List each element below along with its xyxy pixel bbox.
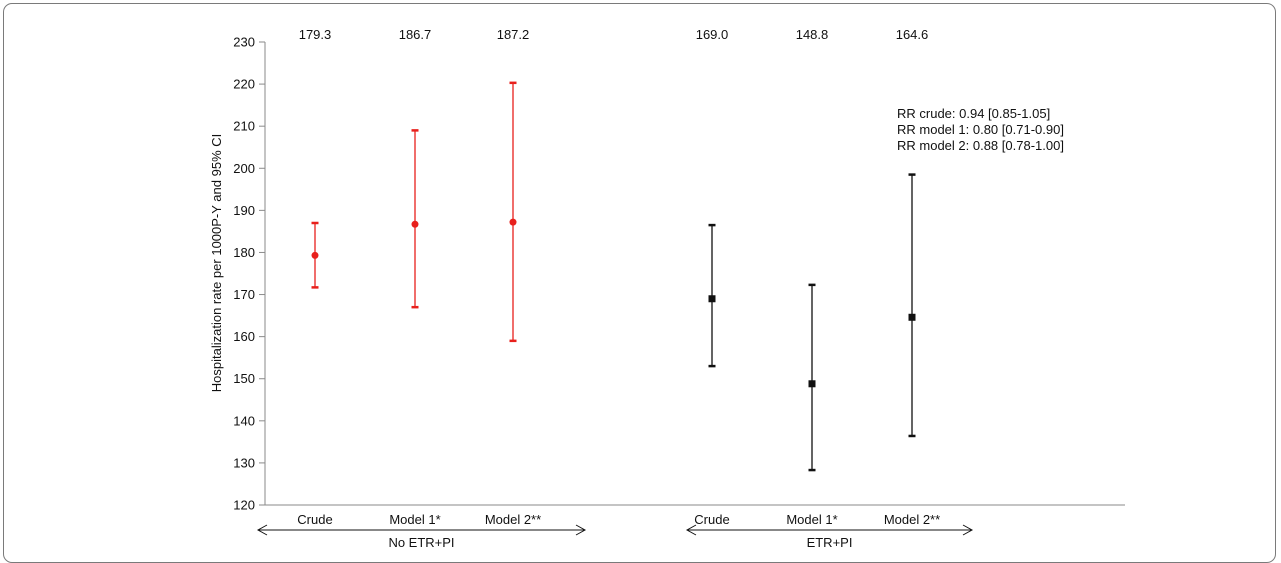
category-label: Model 1*	[389, 512, 440, 527]
data-point	[311, 251, 319, 259]
value-label: 187.2	[497, 27, 530, 42]
data-point	[708, 295, 716, 303]
data-point	[908, 313, 916, 321]
y-tick-label: 190	[233, 203, 255, 218]
y-tick-label: 160	[233, 329, 255, 344]
category-label: Model 2**	[884, 512, 940, 527]
arrow-head-right	[575, 524, 587, 536]
y-tick-label: 130	[233, 455, 255, 470]
chart-marks: 179.3 Crude 186.7 Model 1* 187.2 Model 2** 169…	[297, 27, 940, 527]
y-tick-label: 210	[233, 119, 255, 134]
y-axis-label: Hospitalization rate per 1000P-Y and 95%…	[209, 134, 224, 392]
group-label: ETR+PI	[807, 535, 853, 549]
value-label: 179.3	[299, 27, 332, 42]
y-tick-label: 200	[233, 161, 255, 176]
category-label: Crude	[694, 512, 729, 527]
y-tick-label: 230	[233, 35, 255, 50]
category-label: Model 1*	[786, 512, 837, 527]
category-label: Crude	[297, 512, 332, 527]
y-axis: 120 130 140 150 160 170 180 190 200 210 220 230	[233, 35, 266, 513]
group-label: No ETR+PI	[388, 535, 454, 549]
hospitalization-rate-chart: 120 130 140 150 160 170 180 190 200 210 220 230 179…	[209, 27, 1125, 549]
data-point	[509, 218, 517, 226]
value-label: 169.0	[696, 27, 729, 42]
y-tick-label: 120	[233, 498, 255, 513]
rr-annotation: RR model 2: 0.88 [0.78-1.00]	[897, 138, 1064, 153]
y-tick-label: 180	[233, 245, 255, 260]
arrow-head-right	[962, 524, 974, 536]
arrow-head-left	[685, 524, 697, 536]
y-tick-label: 140	[233, 413, 255, 428]
arrow-head-left	[256, 524, 268, 536]
y-tick-label: 150	[233, 371, 255, 386]
data-point	[411, 220, 419, 228]
group-labels: No ETR+PI ETR+PI	[256, 524, 974, 549]
rr-annotation: RR crude: 0.94 [0.85-1.05]	[897, 106, 1050, 121]
rr-annotations: RR crude: 0.94 [0.85-1.05]RR model 1: 0.…	[897, 106, 1064, 153]
rr-annotation: RR model 1: 0.80 [0.71-0.90]	[897, 122, 1064, 137]
value-label: 186.7	[399, 27, 432, 42]
y-tick-label: 170	[233, 287, 255, 302]
category-label: Model 2**	[485, 512, 541, 527]
data-point	[808, 380, 816, 388]
figure-frame	[3, 3, 1276, 563]
value-label: 164.6	[896, 27, 929, 42]
y-tick-label: 220	[233, 77, 255, 92]
value-label: 148.8	[796, 27, 829, 42]
